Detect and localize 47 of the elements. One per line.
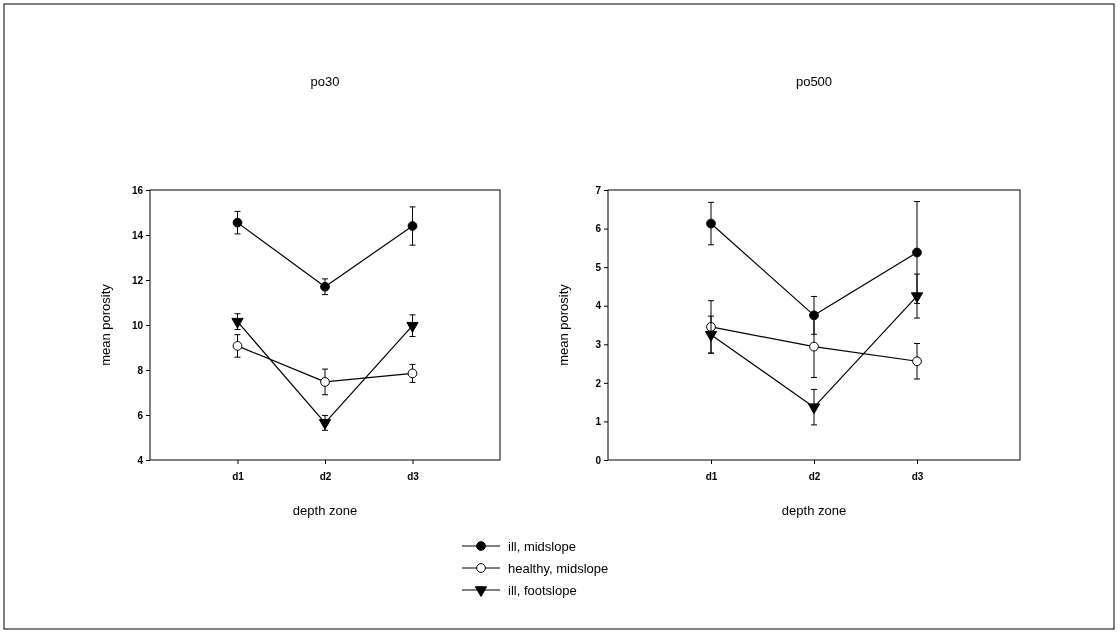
point [912,247,922,258]
y-tick-label: 10 [131,319,144,331]
y-tick-label: 3 [595,338,602,350]
y-tick-label: 0 [595,454,602,466]
x-tick-label: d1 [705,471,718,482]
point [910,292,924,304]
x-axis-title: depth zone [781,503,847,518]
point [809,341,819,352]
chart-title: po30 [310,74,340,89]
point [318,419,332,430]
y-tick-label: 6 [595,223,602,235]
point [407,221,418,231]
x-tick-label: d1 [232,471,245,482]
y-tick-label: 4 [137,454,144,466]
y-tick-label: 5 [595,261,602,273]
y-tick-label: 1 [595,416,602,428]
point [232,341,243,351]
legend-label: ill, midslope [508,539,576,554]
x-tick-label: d3 [407,471,420,482]
y-tick-label: 12 [131,274,144,286]
chart-title: po500 [795,74,833,89]
point [704,330,718,342]
x-tick-label: d2 [808,471,821,482]
point [320,377,330,387]
x-tick-label: d3 [911,471,924,482]
point [232,217,243,228]
y-tick-label: 7 [595,184,602,196]
y-axis-title: mean porosity [98,283,113,366]
y-tick-label: 2 [595,377,602,389]
point [406,321,419,333]
legend-label: healthy, midslope [508,561,609,576]
point [807,403,821,415]
y-tick-label: 14 [131,229,144,241]
y-tick-label: 6 [137,409,144,421]
point [231,317,244,329]
point [407,368,418,379]
y-tick-label: 16 [131,184,144,196]
point [912,356,922,367]
point [320,281,330,292]
y-tick-label: 4 [595,300,602,312]
x-tick-label: d2 [319,471,332,482]
legend-label: ill, footslope [508,583,577,598]
y-tick-label: 8 [137,364,144,376]
point [809,310,819,321]
point [706,218,716,229]
y-axis-title: mean porosity [556,283,571,366]
x-axis-title: depth zone [292,503,358,518]
